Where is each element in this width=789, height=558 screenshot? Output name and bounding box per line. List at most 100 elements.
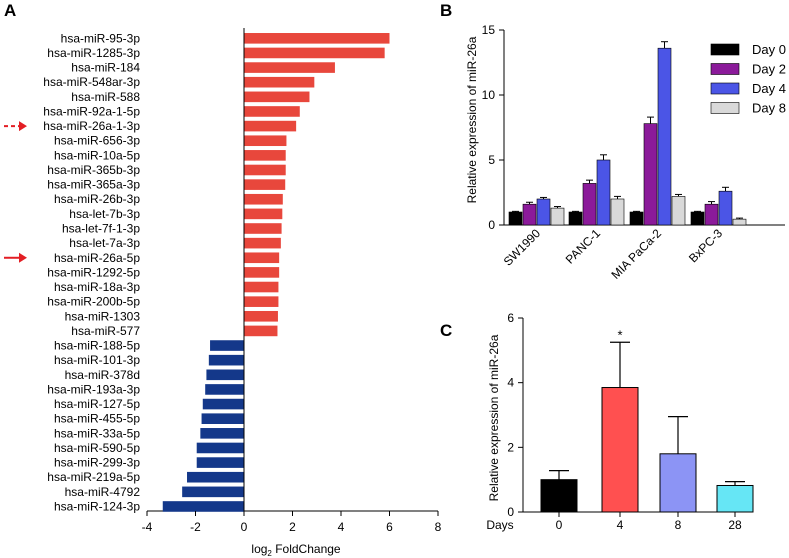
bar-hsa-miR-33a-5p — [200, 428, 244, 439]
legend-swatch-Day 0 — [710, 43, 740, 56]
y-tick-label: 5 — [488, 153, 495, 167]
bar-day-0 — [540, 479, 578, 513]
category-label: BxPC-3 — [686, 226, 725, 265]
category-label: hsa-miR-4792 — [65, 485, 141, 499]
x-tick-label: 2 — [289, 520, 296, 534]
category-label: 4 — [617, 518, 624, 532]
category-label: hsa-miR-1292-5p — [47, 265, 140, 279]
panel-b-y-label: Relative expression of miR-26a — [465, 36, 479, 203]
category-label: hsa-miR-10a-5p — [54, 148, 140, 162]
category-label: 0 — [556, 518, 563, 532]
bar-day-4 — [601, 387, 639, 513]
category-label: hsa-miR-365a-3p — [47, 178, 140, 192]
panel-c-y-label: Relative expression of miR-26a — [487, 334, 501, 501]
panel-letter-a: A — [4, 1, 16, 20]
panel-b-legend: Day 0 Day 2 Day 4 Day 8 — [710, 42, 786, 116]
panel-a-category-labels: hsa-miR-95-3phsa-miR-1285-3phsa-miR-184h… — [43, 31, 140, 513]
bar-SW1990-Day 4 — [536, 198, 551, 226]
category-label: hsa-miR-26a-1-3p — [43, 119, 140, 133]
category-label: hsa-miR-378d — [65, 368, 140, 382]
category-label: hsa-miR-577 — [71, 324, 140, 338]
bar-PANC-1-Day 0 — [568, 211, 583, 226]
category-label: hsa-miR-124-3p — [54, 499, 140, 513]
category-label: hsa-miR-26a-5p — [54, 251, 140, 265]
bar-MIA PaCa-2-Day 2 — [643, 123, 658, 226]
legend-swatch-Day 4 — [710, 82, 740, 95]
bar-SW1990-Day 2 — [522, 203, 537, 226]
bar-hsa-miR-656-3p — [244, 135, 287, 147]
bar-SW1990-Day 0 — [508, 211, 523, 226]
category-label: hsa-miR-1303 — [65, 309, 141, 323]
highlight-arrow-hsa-miR-26a-5p — [4, 252, 27, 263]
bar-PANC-1-Day 4 — [596, 159, 611, 226]
panel-b-category-labels: SW1990 PANC-1 MIA PaCa-2 BxPC-3 — [501, 226, 726, 282]
x-tick-label: -2 — [190, 520, 201, 534]
bar-hsa-miR-4792 — [182, 486, 244, 498]
category-label: 8 — [675, 518, 682, 532]
y-tick-label: 15 — [482, 23, 496, 37]
category-label: hsa-let-7b-3p — [69, 207, 140, 221]
category-label: hsa-miR-219a-5p — [47, 470, 140, 484]
bar-hsa-miR-26a-1-3p — [244, 120, 297, 132]
bar-hsa-miR-184 — [244, 62, 335, 73]
bar-BxPC-3-Day 2 — [704, 203, 719, 226]
category-label: hsa-miR-184 — [71, 61, 140, 75]
category-label: MIA PaCa-2 — [608, 226, 664, 282]
category-label: hsa-miR-590-5p — [54, 441, 140, 455]
bar-hsa-miR-365a-3p — [244, 179, 286, 190]
bar-hsa-miR-188-5p — [210, 340, 244, 351]
category-label: hsa-miR-299-3p — [54, 456, 140, 470]
bar-hsa-miR-378d — [206, 369, 244, 381]
bar-hsa-miR-26a-5p — [244, 252, 280, 264]
bar-hsa-miR-590-5p — [196, 442, 244, 454]
x-tick-label: 6 — [386, 520, 393, 534]
panel-b-bars — [508, 41, 747, 226]
bar-SW1990-Day 8 — [550, 207, 565, 226]
category-label: hsa-miR-200b-5p — [47, 295, 140, 309]
category-label: hsa-miR-18a-3p — [54, 280, 140, 294]
legend-label: Day 4 — [752, 81, 786, 96]
bar-BxPC-3-Day 8 — [732, 218, 747, 226]
bar-MIA PaCa-2-Day 8 — [671, 196, 686, 226]
bar-day-28 — [716, 484, 754, 513]
category-label: SW1990 — [501, 226, 544, 269]
bar-hsa-miR-101-3p — [208, 354, 244, 366]
panel-c-y-ticks: 0 2 4 6 — [507, 311, 523, 519]
x-tick-label: -4 — [142, 520, 153, 534]
x-tick-label: 8 — [435, 520, 442, 534]
legend-label: Day 0 — [752, 42, 786, 57]
bar-day-8 — [659, 453, 697, 513]
y-tick-label: 0 — [488, 218, 495, 232]
category-label: hsa-miR-588 — [71, 90, 140, 104]
y-tick-label: 0 — [507, 505, 514, 519]
bar-hsa-let-7f-1-3p — [244, 223, 282, 234]
bar-hsa-miR-1303 — [244, 310, 278, 322]
y-tick-label: 10 — [482, 88, 496, 102]
bar-hsa-miR-219a-5p — [187, 471, 244, 483]
bar-hsa-miR-588 — [244, 91, 310, 103]
category-label: hsa-miR-1285-3p — [47, 46, 140, 60]
bar-hsa-miR-200b-5p — [244, 296, 279, 307]
panel-a-chart: hsa-miR-95-3phsa-miR-1285-3phsa-miR-184h… — [4, 28, 442, 558]
bar-hsa-miR-10a-5p — [244, 150, 286, 161]
panel-c-days-label: Days — [486, 518, 513, 532]
bar-hsa-let-7a-3p — [244, 237, 281, 249]
panel-letter-b: B — [440, 1, 452, 20]
bar-hsa-miR-299-3p — [196, 457, 244, 468]
significance-marker: * — [617, 327, 622, 342]
x-tick-label: 4 — [338, 520, 345, 534]
category-label: hsa-miR-193a-3p — [47, 382, 140, 396]
panel-c-chart: 0 2 4 6 * 0 4 8 28 Days Relative expression of… — [486, 311, 754, 532]
bar-hsa-miR-1285-3p — [244, 47, 385, 59]
y-tick-label: 4 — [507, 376, 514, 390]
category-label: hsa-miR-188-5p — [54, 339, 140, 353]
x-tick-label: 0 — [241, 520, 248, 534]
category-label: hsa-miR-33a-5p — [54, 426, 140, 440]
bar-hsa-miR-127-5p — [202, 398, 244, 410]
category-label: hsa-miR-101-3p — [54, 353, 140, 367]
bar-hsa-miR-92a-1-5p — [244, 106, 300, 117]
bar-BxPC-3-Day 0 — [690, 211, 705, 226]
bar-hsa-miR-365b-3p — [244, 164, 286, 176]
category-label: hsa-miR-92a-1-5p — [43, 104, 140, 118]
category-label: PANC-1 — [563, 226, 604, 267]
